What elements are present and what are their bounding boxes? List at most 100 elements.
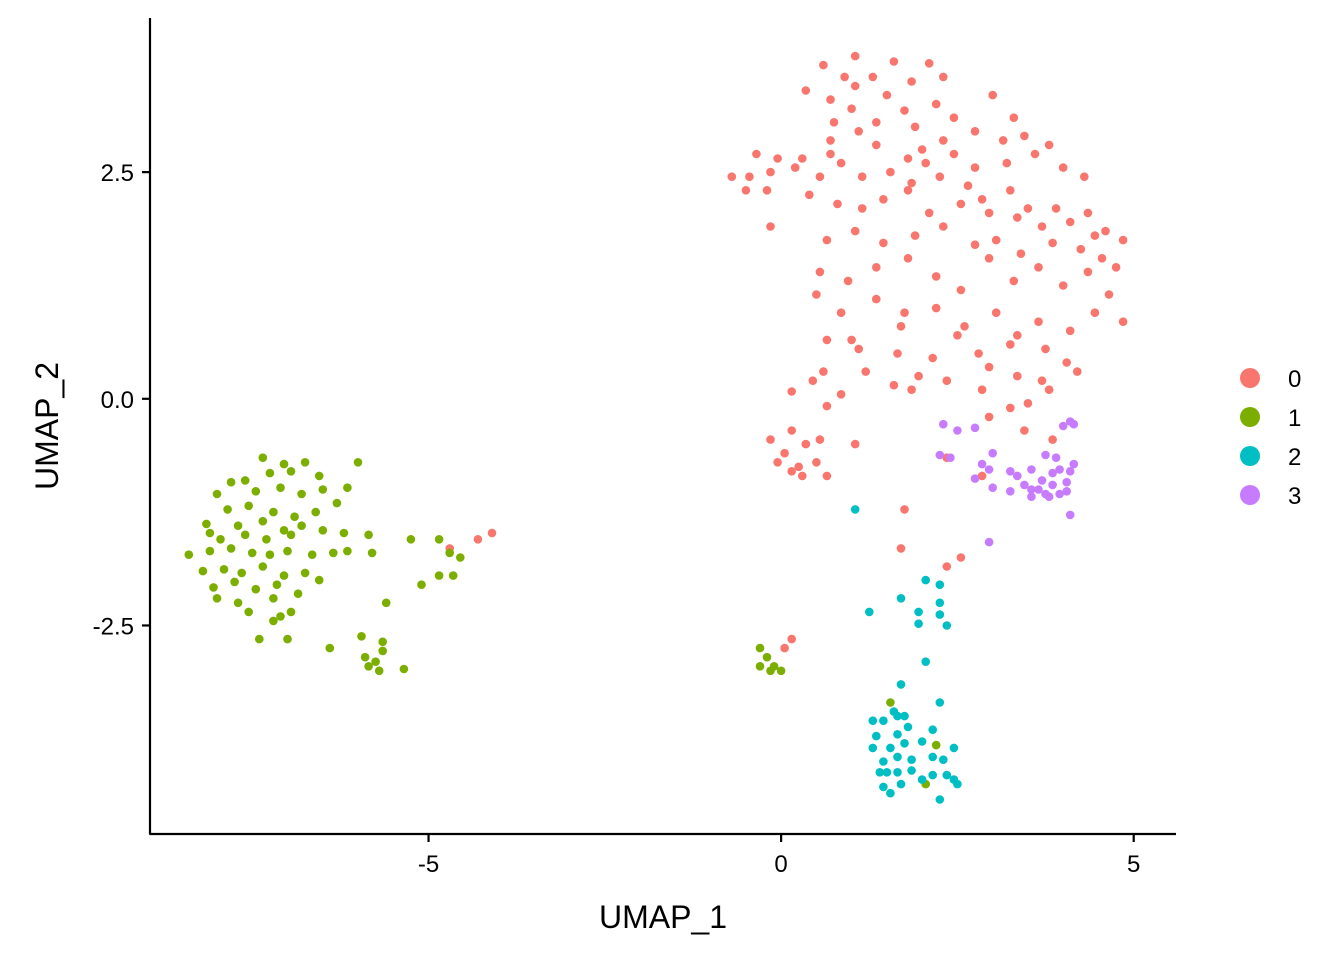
point-cluster-0 bbox=[1111, 263, 1121, 272]
legend-key-1 bbox=[1240, 407, 1260, 427]
x-axis-title: UMAP_1 bbox=[599, 899, 727, 935]
point-cluster-1 bbox=[448, 571, 458, 580]
point-cluster-0 bbox=[1009, 276, 1019, 286]
x-tick-label: 0 bbox=[774, 851, 787, 878]
point-cluster-3 bbox=[1006, 467, 1015, 476]
point-cluster-2 bbox=[935, 580, 945, 589]
point-cluster-3 bbox=[939, 419, 948, 429]
point-cluster-1 bbox=[329, 548, 338, 558]
point-cluster-0 bbox=[766, 435, 775, 444]
point-cluster-0 bbox=[727, 172, 737, 181]
point-cluster-0 bbox=[900, 106, 909, 115]
point-cluster-1 bbox=[258, 562, 268, 571]
point-cluster-0 bbox=[886, 167, 895, 177]
point-cluster-2 bbox=[942, 621, 952, 630]
point-cluster-3 bbox=[1006, 487, 1015, 496]
point-cluster-0 bbox=[1083, 208, 1093, 218]
point-cluster-0 bbox=[896, 544, 906, 553]
point-cluster-1 bbox=[318, 485, 328, 494]
point-cluster-0 bbox=[900, 308, 909, 318]
point-cluster-2 bbox=[907, 766, 916, 775]
point-cluster-0 bbox=[896, 322, 906, 331]
point-cluster-2 bbox=[882, 768, 892, 777]
point-cluster-2 bbox=[868, 743, 878, 753]
point-cluster-2 bbox=[893, 768, 902, 777]
x-tick-label: 5 bbox=[1127, 851, 1140, 878]
point-cluster-3 bbox=[1055, 465, 1064, 474]
point-cluster-2 bbox=[928, 725, 937, 734]
point-cluster-1 bbox=[314, 471, 324, 481]
point-cluster-2 bbox=[917, 775, 927, 784]
point-cluster-1 bbox=[265, 468, 275, 478]
point-cluster-0 bbox=[826, 95, 835, 104]
point-cluster-1 bbox=[417, 580, 426, 589]
point-cluster-1 bbox=[297, 489, 306, 499]
point-cluster-0 bbox=[836, 390, 846, 399]
point-cluster-1 bbox=[240, 476, 250, 485]
point-cluster-2 bbox=[850, 505, 860, 514]
point-cluster-0 bbox=[942, 562, 952, 571]
point-cluster-2 bbox=[921, 575, 930, 585]
point-cluster-1 bbox=[283, 634, 292, 644]
point-cluster-2 bbox=[900, 739, 909, 748]
point-cluster-1 bbox=[254, 634, 264, 644]
point-cluster-0 bbox=[847, 104, 856, 113]
point-cluster-0 bbox=[794, 462, 803, 472]
point-cluster-0 bbox=[826, 136, 835, 145]
point-cluster-0 bbox=[1023, 399, 1033, 408]
point-cluster-0 bbox=[762, 186, 772, 195]
point-cluster-0 bbox=[942, 376, 952, 386]
point-cluster-0 bbox=[1020, 131, 1029, 141]
point-cluster-0 bbox=[991, 235, 1001, 245]
point-cluster-3 bbox=[1027, 492, 1036, 502]
point-cluster-0 bbox=[1090, 231, 1100, 240]
point-cluster-0 bbox=[1104, 290, 1114, 299]
point-cluster-0 bbox=[847, 335, 856, 345]
point-cluster-3 bbox=[970, 423, 980, 433]
point-cluster-0 bbox=[889, 57, 899, 66]
point-cluster-0 bbox=[960, 322, 969, 331]
point-cluster-1 bbox=[378, 646, 388, 656]
point-cluster-0 bbox=[872, 294, 881, 304]
point-cluster-0 bbox=[822, 471, 832, 481]
point-cluster-2 bbox=[907, 755, 916, 764]
point-cluster-1 bbox=[931, 740, 941, 750]
point-cluster-0 bbox=[879, 238, 888, 248]
point-cluster-1 bbox=[251, 584, 261, 594]
point-cluster-3 bbox=[1013, 471, 1022, 481]
point-cluster-0 bbox=[1013, 213, 1022, 222]
point-cluster-0 bbox=[1044, 385, 1054, 395]
point-cluster-1 bbox=[293, 589, 303, 598]
point-cluster-0 bbox=[861, 367, 870, 376]
point-cluster-0 bbox=[970, 163, 980, 172]
point-cluster-0 bbox=[1058, 163, 1068, 172]
point-cluster-2 bbox=[935, 795, 945, 804]
point-cluster-2 bbox=[949, 743, 959, 753]
point-cluster-0 bbox=[889, 380, 899, 390]
point-cluster-0 bbox=[903, 253, 913, 263]
point-cluster-0 bbox=[977, 195, 987, 204]
point-cluster-2 bbox=[875, 768, 885, 777]
point-cluster-1 bbox=[258, 516, 268, 526]
point-cluster-2 bbox=[917, 737, 927, 746]
point-cluster-0 bbox=[970, 240, 980, 249]
point-cluster-1 bbox=[364, 530, 373, 540]
point-cluster-1 bbox=[279, 571, 289, 580]
point-cluster-0 bbox=[1101, 226, 1110, 236]
point-cluster-1 bbox=[378, 637, 388, 647]
point-cluster-0 bbox=[903, 154, 913, 163]
point-cluster-3 bbox=[1062, 487, 1071, 496]
point-cluster-1 bbox=[269, 594, 278, 603]
point-cluster-1 bbox=[286, 530, 296, 540]
point-cluster-1 bbox=[209, 583, 218, 592]
point-cluster-0 bbox=[924, 208, 934, 218]
point-cluster-1 bbox=[212, 594, 222, 603]
point-cluster-0 bbox=[822, 235, 832, 245]
point-cluster-1 bbox=[272, 580, 282, 589]
point-cluster-0 bbox=[826, 149, 835, 159]
point-cluster-0 bbox=[790, 163, 800, 172]
point-cluster-0 bbox=[1090, 308, 1100, 318]
point-cluster-3 bbox=[1020, 480, 1029, 490]
point-cluster-0 bbox=[752, 149, 761, 159]
point-cluster-0 bbox=[935, 172, 945, 181]
